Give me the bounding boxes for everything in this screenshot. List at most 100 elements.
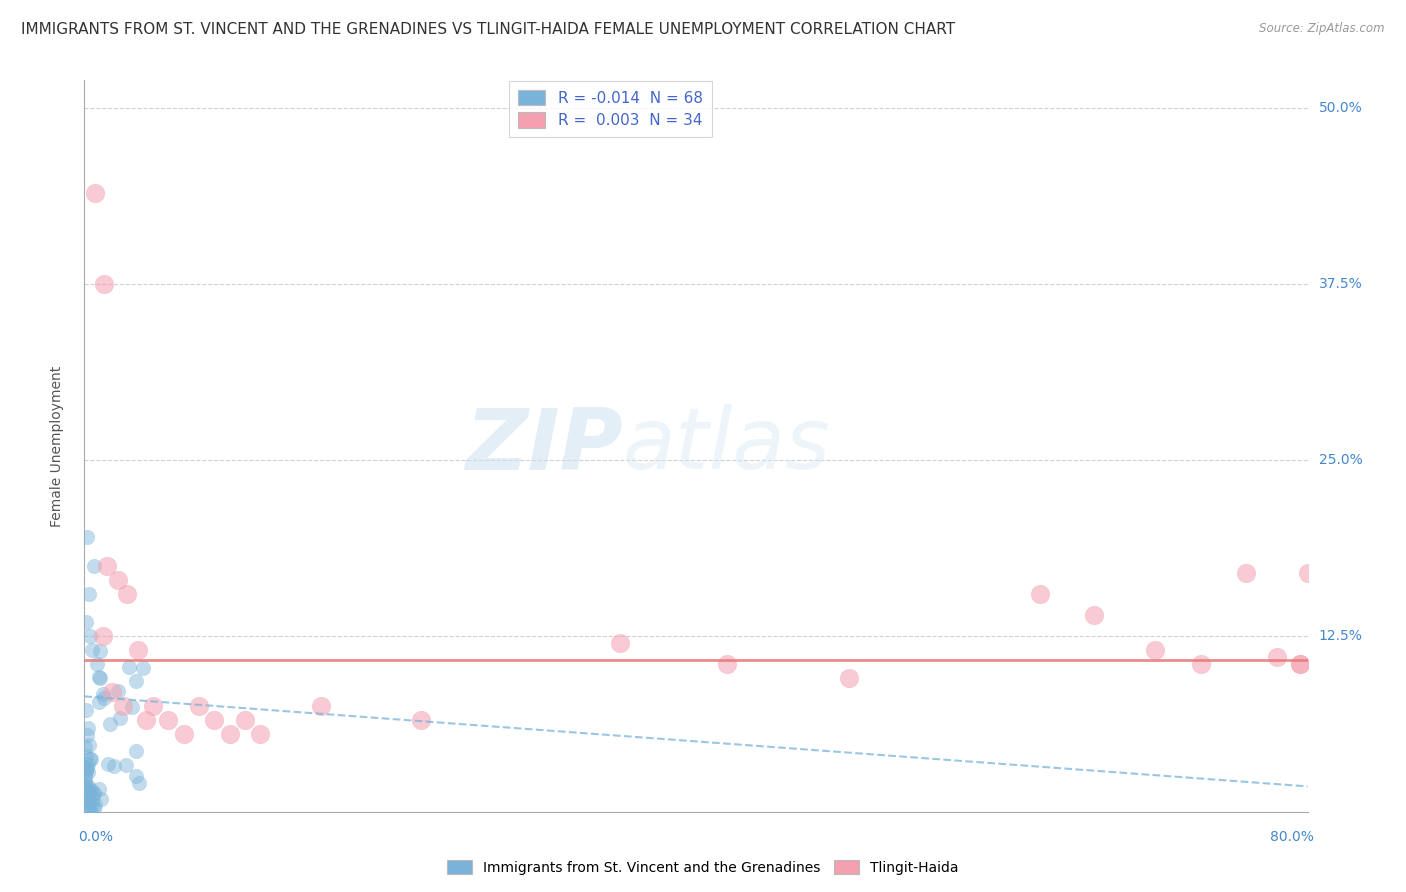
Point xyxy=(75,764,97,779)
Point xyxy=(131,661,153,675)
Point xyxy=(75,615,97,629)
Point xyxy=(73,760,96,774)
Point xyxy=(1265,650,1288,665)
Point xyxy=(188,699,211,714)
Point xyxy=(77,785,100,799)
Point xyxy=(91,687,114,701)
Point xyxy=(128,775,150,789)
Point xyxy=(1143,643,1166,657)
Point xyxy=(77,799,100,814)
Point xyxy=(91,629,114,643)
Point xyxy=(75,739,97,754)
Point xyxy=(79,629,101,643)
Point xyxy=(76,761,98,775)
Point xyxy=(77,799,100,814)
Point xyxy=(84,798,107,813)
Point xyxy=(77,757,100,772)
Point xyxy=(82,791,104,805)
Point xyxy=(82,797,104,812)
Text: 80.0%: 80.0% xyxy=(1270,830,1313,844)
Point xyxy=(77,779,100,793)
Point xyxy=(233,714,256,728)
Point xyxy=(83,786,105,800)
Point xyxy=(77,587,100,601)
Point xyxy=(77,739,100,753)
Point xyxy=(1236,566,1258,580)
Point xyxy=(173,727,195,741)
Text: 12.5%: 12.5% xyxy=(1319,629,1362,643)
Point xyxy=(108,711,131,725)
Point xyxy=(76,530,98,544)
Point xyxy=(80,782,103,797)
Point xyxy=(1296,566,1319,580)
Point xyxy=(118,660,141,674)
Legend: Immigrants from St. Vincent and the Grenadines, Tlingit-Haida: Immigrants from St. Vincent and the Gren… xyxy=(441,855,965,880)
Point xyxy=(76,789,98,804)
Point xyxy=(1083,607,1105,622)
Point xyxy=(1289,657,1312,671)
Point xyxy=(716,657,738,671)
Point xyxy=(76,792,98,806)
Point xyxy=(101,685,124,699)
Point xyxy=(76,783,98,797)
Point xyxy=(124,769,146,783)
Point xyxy=(80,643,103,657)
Point xyxy=(127,643,149,657)
Point xyxy=(80,805,103,819)
Point xyxy=(125,674,148,689)
Point xyxy=(157,714,180,728)
Point xyxy=(311,699,333,714)
Point xyxy=(111,699,134,714)
Point xyxy=(77,785,100,799)
Text: 0.0%: 0.0% xyxy=(79,830,114,844)
Point xyxy=(73,779,96,793)
Text: ZIP: ZIP xyxy=(465,404,623,488)
Point xyxy=(609,636,631,650)
Text: 37.5%: 37.5% xyxy=(1319,277,1362,292)
Point xyxy=(409,714,432,728)
Text: 25.0%: 25.0% xyxy=(1319,453,1362,467)
Point xyxy=(107,573,129,587)
Point xyxy=(75,779,97,793)
Point xyxy=(135,714,157,728)
Text: 50.0%: 50.0% xyxy=(1319,102,1362,115)
Point xyxy=(84,186,107,200)
Point xyxy=(79,795,101,809)
Y-axis label: Female Unemployment: Female Unemployment xyxy=(49,366,63,526)
Point xyxy=(115,587,138,601)
Point xyxy=(77,722,100,736)
Point xyxy=(77,765,100,780)
Point xyxy=(115,758,138,772)
Point xyxy=(87,695,110,709)
Point xyxy=(73,773,96,788)
Point xyxy=(79,752,101,766)
Point xyxy=(75,763,97,777)
Point xyxy=(75,781,97,796)
Point xyxy=(103,758,125,772)
Point xyxy=(89,644,111,658)
Point xyxy=(249,727,271,741)
Point xyxy=(77,791,100,805)
Point xyxy=(142,699,165,714)
Point xyxy=(73,769,96,783)
Point xyxy=(125,744,148,758)
Point xyxy=(107,684,129,698)
Text: atlas: atlas xyxy=(623,404,831,488)
Point xyxy=(121,700,143,714)
Point xyxy=(75,748,97,763)
Point xyxy=(838,671,860,685)
Point xyxy=(76,728,98,742)
Point xyxy=(90,791,112,805)
Point xyxy=(86,657,108,671)
Point xyxy=(82,786,104,800)
Point xyxy=(87,782,110,797)
Point xyxy=(77,803,100,817)
Point xyxy=(1189,657,1212,671)
Point xyxy=(87,670,110,684)
Point xyxy=(97,757,120,772)
Point xyxy=(218,727,240,741)
Point xyxy=(96,558,118,573)
Point xyxy=(80,752,103,766)
Point xyxy=(202,714,225,728)
Point xyxy=(77,786,100,800)
